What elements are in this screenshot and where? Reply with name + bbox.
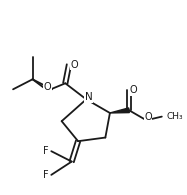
Text: O: O <box>144 112 152 122</box>
Text: F: F <box>43 170 49 180</box>
Text: O: O <box>70 60 78 70</box>
Text: N: N <box>85 92 92 103</box>
Text: CH₃: CH₃ <box>166 112 183 121</box>
Text: O: O <box>44 82 51 92</box>
Text: O: O <box>130 85 138 95</box>
Text: F: F <box>43 146 49 156</box>
Polygon shape <box>110 108 129 113</box>
